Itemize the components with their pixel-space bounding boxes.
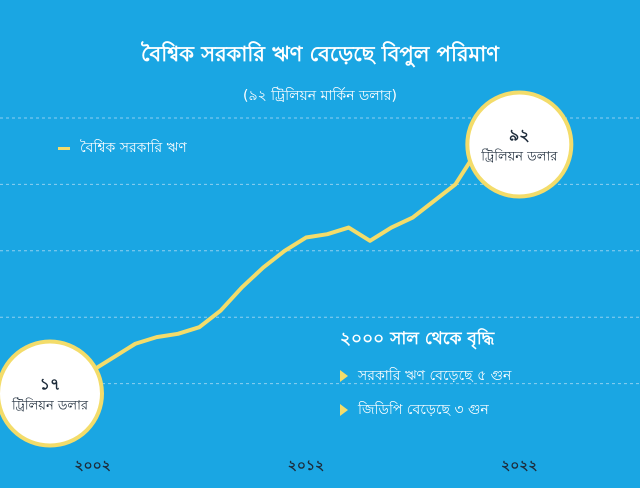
info-item-text: জিডিপি বেড়েছে ৩ গুন [358,402,489,418]
info-heading: ২০০০ সাল থেকে বৃদ্ধি [340,329,495,349]
growth-info-box: ২০০০ সাল থেকে বৃদ্ধি সরকারি ঋণ বেড়েছে ৫… [340,326,511,432]
triangle-arrow-icon [340,370,348,382]
x-tick-label: ২০১২ [288,458,324,474]
callout-bubble [465,90,574,199]
callout-value: ৯২ [509,126,530,145]
chart-subtitle: (৯২ ট্রিলিয়ন মার্কিন ডলার) [243,88,397,104]
callout-value: ১৭ [40,375,61,394]
triangle-arrow-icon [340,404,348,416]
callout-unit: ট্রিলিয়ন ডলার [480,149,558,165]
info-item: সরকারি ঋণ বেড়েছে ৫ গুন [340,364,511,388]
info-item: জিডিপি বেড়েছে ৩ গুন [340,398,511,422]
series-line [48,142,522,396]
info-item-text: সরকারি ঋণ বেড়েছে ৫ গুন [358,368,512,384]
x-tick-label: ২০০২ [74,458,110,474]
x-tick-label: ২০২২ [501,458,537,474]
callout-bubble [0,339,104,448]
legend-swatch [58,146,70,150]
chart-title: বৈশ্বিক সরকারি ঋণ বেড়েছে বিপুল পরিমাণ [141,42,499,66]
callout-unit: ট্রিলিয়ন ডলার [11,398,89,414]
legend-label: বৈশ্বিক সরকারি ঋণ [80,140,187,156]
legend: বৈশ্বিক সরকারি ঋণ [58,136,187,160]
